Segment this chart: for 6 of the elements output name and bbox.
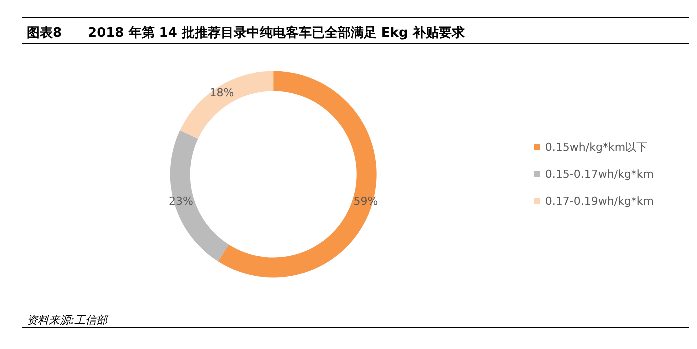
legend-label: 0.15wh/kg*km以下	[545, 141, 648, 154]
data-label: 18%	[210, 86, 234, 100]
chart-title: 图表8 2018 年第 14 批推荐目录中纯电客车已全部满足 Ekg 补贴要求	[27, 25, 466, 41]
text: 资料来源:工信部	[27, 314, 110, 327]
legend-label: 0.15-0.17wh/kg*km	[545, 168, 654, 181]
legend-label: 0.17-0.19wh/kg*km	[545, 195, 654, 208]
